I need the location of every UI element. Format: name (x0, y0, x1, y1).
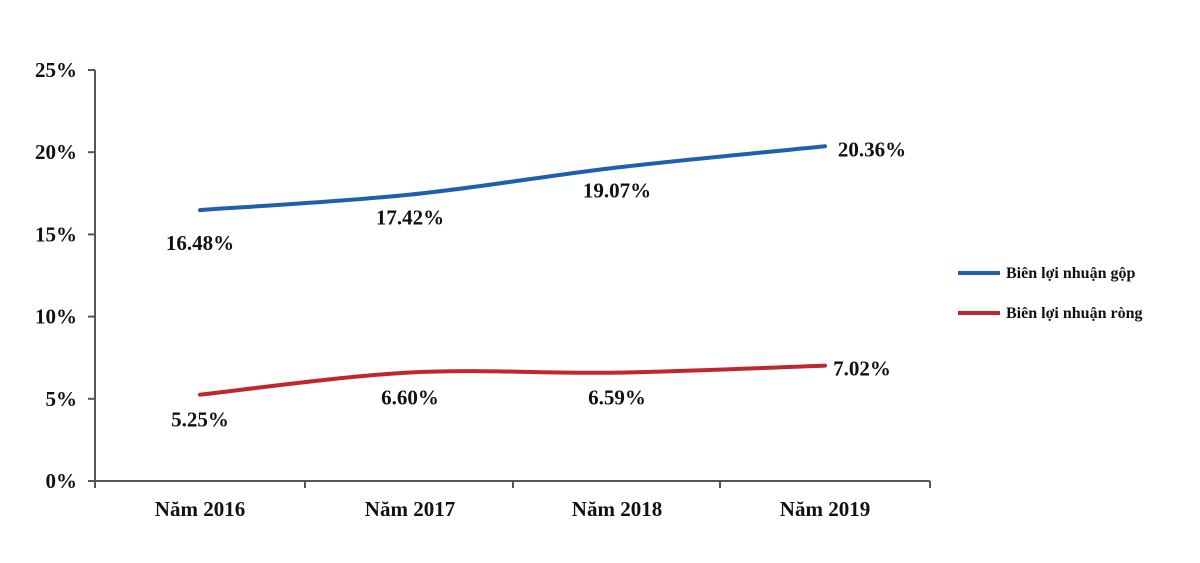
y-tick-label: 20% (35, 140, 77, 164)
legend-label: Biên lợi nhuận ròng (1006, 305, 1142, 322)
y-tick-label: 25% (35, 58, 77, 82)
data-label: 16.48% (166, 231, 234, 255)
data-label: 6.60% (381, 385, 439, 409)
y-tick-label: 0% (46, 469, 78, 493)
x-tick-label: Năm 2017 (365, 497, 455, 521)
y-tick-label: 10% (35, 305, 77, 329)
data-label: 6.59% (588, 386, 646, 410)
x-tick-label: Năm 2016 (155, 497, 245, 521)
x-axis: Năm 2016 Năm 2017 Năm 2018 Năm 2019 (94, 480, 931, 521)
y-tick-label: 5% (46, 387, 78, 411)
x-tick-label: Năm 2019 (780, 497, 870, 521)
series-group (198, 144, 827, 397)
x-tick-label: Năm 2018 (572, 497, 662, 521)
data-label: 19.07% (583, 178, 651, 202)
data-label: 7.02% (833, 357, 891, 381)
series-line-2 (198, 363, 827, 397)
data-labels: 16.48% 17.42% 19.07% 20.36% 5.25% 6.60% 6.59% 7… (166, 137, 906, 431)
data-label: 17.42% (376, 206, 444, 230)
data-label: 20.36% (838, 137, 906, 161)
y-axis: 0% 5% 10% 15% 20% 25% (35, 58, 96, 493)
series-line-1 (198, 144, 827, 213)
y-tick-label: 15% (35, 222, 77, 246)
legend: Biên lợi nhuận gộp Biên lợi nhuận ròng (958, 265, 1142, 322)
data-label: 5.25% (171, 408, 229, 432)
legend-label: Biên lợi nhuận gộp (1006, 265, 1135, 282)
